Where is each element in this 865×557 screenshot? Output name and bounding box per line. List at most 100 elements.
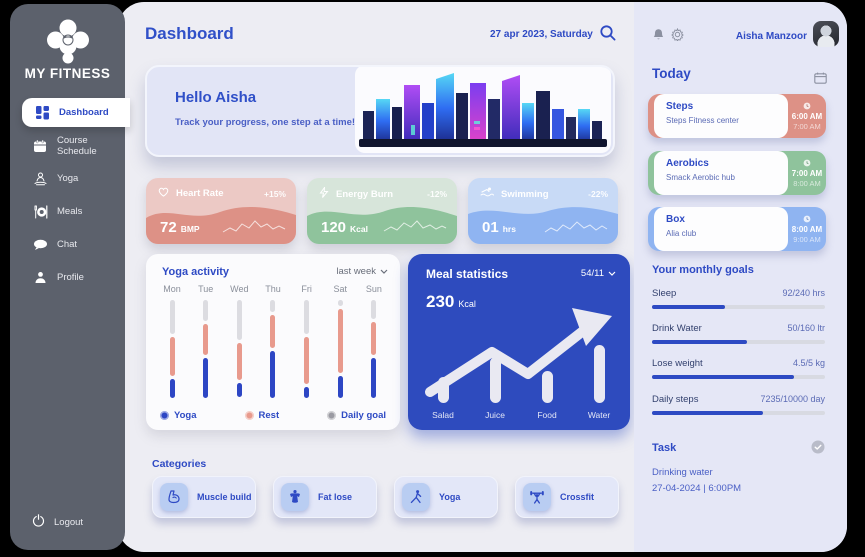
user-avatar[interactable] bbox=[813, 21, 839, 47]
goal-progress-track bbox=[652, 411, 825, 415]
yoga-range-selector[interactable]: last week bbox=[336, 266, 388, 277]
lightning-icon bbox=[319, 185, 329, 201]
day-label-sun: Sun bbox=[365, 284, 382, 294]
event-place: Steps Fitness center bbox=[666, 116, 739, 125]
check-circle-icon[interactable] bbox=[811, 440, 825, 459]
event-start-time: 7:00 AM bbox=[791, 168, 823, 178]
sidebar-item-chat[interactable]: Chat bbox=[10, 230, 125, 259]
category-crossfit[interactable]: Crossfit bbox=[515, 476, 619, 518]
sidebar-item-label: Yoga bbox=[57, 173, 79, 184]
meal-bar-salad: Salad bbox=[420, 345, 466, 420]
category-yoga[interactable]: Yoga bbox=[394, 476, 498, 518]
event-name: Aerobics bbox=[666, 158, 709, 169]
day-label-thu: Thu bbox=[265, 284, 281, 294]
clock-icon bbox=[803, 159, 811, 166]
goal-progress-track bbox=[652, 305, 825, 309]
meal-kcal-unit: Kcal bbox=[458, 299, 476, 309]
gear-icon[interactable] bbox=[671, 27, 684, 46]
yoga-bar-thu bbox=[259, 300, 287, 398]
trend-arrow-icon bbox=[425, 308, 612, 397]
daily-goal-dot-icon bbox=[327, 411, 337, 420]
goal-value: 7235/10000 day bbox=[760, 394, 825, 404]
clock-icon bbox=[803, 102, 811, 109]
logout-button[interactable]: Logout bbox=[32, 514, 83, 530]
sidebar-item-label: Course Schedule bbox=[57, 134, 97, 157]
event-card-steps[interactable]: Steps Steps Fitness center 6:00 AM 7:00 … bbox=[648, 94, 826, 138]
stat-card-energy-burn: Energy Burn -12% 120 Kcal bbox=[307, 178, 457, 244]
goal-value: 4.5/5 kg bbox=[792, 358, 825, 368]
torso-icon bbox=[281, 483, 309, 511]
category-label: Fat lose bbox=[318, 492, 353, 502]
categories-row: Muscle build Fat lose Yoga Crossfit bbox=[152, 476, 619, 518]
calendar-icon[interactable] bbox=[814, 71, 827, 89]
chevron-down-icon bbox=[608, 271, 616, 276]
header-date: 27 apr 2023, Saturday bbox=[490, 29, 593, 40]
bell-icon[interactable] bbox=[652, 28, 665, 47]
barbell-lifter-icon bbox=[523, 483, 551, 511]
categories-title: Categories bbox=[152, 458, 207, 470]
day-label-sat: Sat bbox=[333, 284, 348, 294]
calendar-icon bbox=[32, 138, 48, 154]
legend-item-daily-goal: Daily goal bbox=[327, 410, 386, 421]
search-icon[interactable] bbox=[599, 24, 617, 42]
goal-progress-fill bbox=[652, 305, 725, 309]
my-fitness-logo bbox=[46, 19, 89, 64]
city-skyline-illustration bbox=[355, 67, 611, 153]
sidebar-item-dashboard[interactable]: Dashboard bbox=[22, 98, 130, 127]
category-label: Muscle build bbox=[197, 492, 252, 502]
stat-delta: -12% bbox=[427, 189, 447, 199]
yoga-bar-chart bbox=[158, 300, 388, 399]
stat-title: Energy Burn bbox=[336, 188, 394, 200]
meal-kcal-value: 230 bbox=[426, 292, 455, 311]
yoga-dot-icon bbox=[160, 411, 169, 420]
sidebar-item-meals[interactable]: Meals bbox=[10, 197, 125, 226]
heart-icon bbox=[158, 187, 169, 200]
yoga-meditation-icon bbox=[32, 171, 48, 187]
sidebar-item-yoga[interactable]: Yoga bbox=[10, 164, 125, 193]
yoga-bar-wed bbox=[225, 300, 253, 398]
goal-label: Drink Water bbox=[652, 323, 702, 334]
stat-delta: +15% bbox=[264, 188, 286, 199]
event-name: Steps bbox=[666, 101, 694, 112]
goal-label: Lose weight bbox=[652, 358, 703, 369]
wave-shape bbox=[468, 207, 618, 244]
goal-progress-fill bbox=[652, 411, 763, 415]
stat-delta: -22% bbox=[588, 189, 608, 199]
greeting-text: Hello Aisha bbox=[175, 89, 257, 106]
power-icon bbox=[32, 514, 45, 530]
sidebar-item-label: Chat bbox=[57, 239, 78, 250]
yoga-bar-fri bbox=[293, 300, 321, 398]
today-title: Today bbox=[652, 66, 691, 81]
event-start-time: 8:00 AM bbox=[791, 224, 823, 234]
category-muscle-build[interactable]: Muscle build bbox=[152, 476, 256, 518]
event-card-box[interactable]: Box Alia club 8:00 AM 9:00 AM bbox=[648, 207, 826, 251]
yoga-bar-sat bbox=[326, 300, 354, 398]
event-place: Smack Aerobic hub bbox=[666, 173, 735, 182]
monthly-goals-title: Your monthly goals bbox=[652, 264, 754, 276]
bicep-icon bbox=[160, 483, 188, 511]
goal-value: 92/240 hrs bbox=[782, 288, 825, 298]
main-content-area: Dashboard 27 apr 2023, Saturday Hello Ai… bbox=[118, 2, 847, 552]
event-card-aerobics[interactable]: Aerobics Smack Aerobic hub 7:00 AM 8:00 … bbox=[648, 151, 826, 195]
day-label-tue: Tue bbox=[198, 284, 214, 294]
sidebar-item-label: Dashboard bbox=[59, 107, 109, 118]
greeting-subtitle: Track your progress, one step at a time! bbox=[175, 117, 356, 128]
yoga-legend: Yoga Rest Daily goal bbox=[160, 410, 386, 421]
meal-selector[interactable]: 54/11 bbox=[581, 268, 616, 279]
dashboard-grid-icon bbox=[34, 105, 50, 121]
category-label: Yoga bbox=[439, 492, 461, 502]
sidebar-item-profile[interactable]: Profile bbox=[10, 263, 125, 292]
category-fat-lose[interactable]: Fat lose bbox=[273, 476, 377, 518]
meal-kcal: 230 Kcal bbox=[426, 292, 476, 312]
legend-item-rest: Rest bbox=[244, 410, 279, 421]
sidebar-item-label: Profile bbox=[57, 272, 84, 283]
goal-daily-steps: Daily steps 7235/10000 day bbox=[652, 394, 825, 415]
logout-label: Logout bbox=[54, 516, 84, 528]
greeting-banner: Hello Aisha Track your progress, one ste… bbox=[145, 65, 615, 157]
event-end-time: 8:00 AM bbox=[793, 178, 821, 188]
goal-progress-track bbox=[652, 340, 825, 344]
day-label-mon: Mon bbox=[163, 284, 181, 294]
meal-bar-juice: Juice bbox=[472, 345, 518, 420]
sidebar-item-course-schedule[interactable]: Course Schedule bbox=[10, 131, 125, 160]
sparkline bbox=[544, 221, 608, 233]
